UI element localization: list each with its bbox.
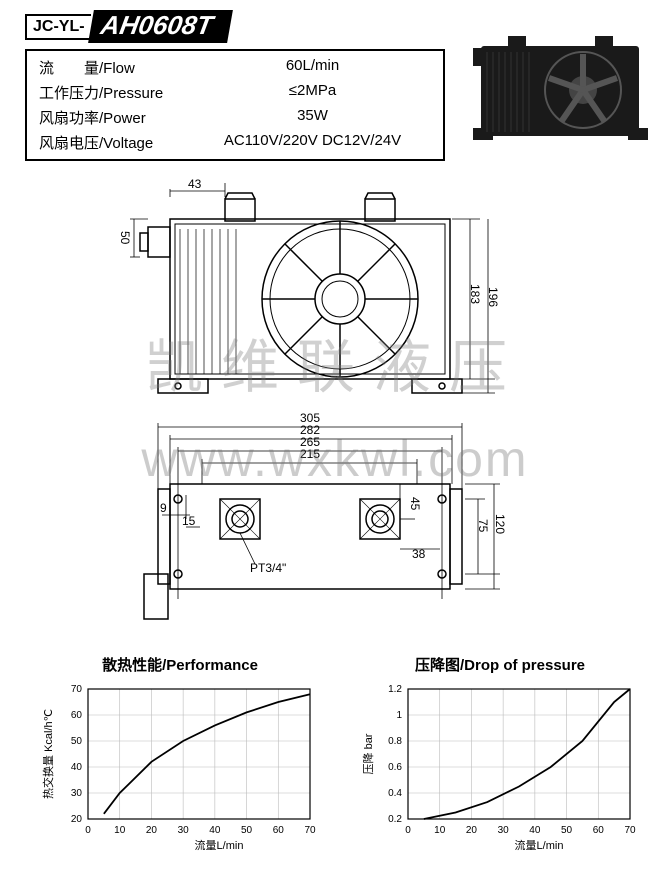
svg-text:0: 0: [85, 825, 91, 836]
spec-label-cn: 工作压力: [39, 85, 99, 102]
spec-label-en: /Flow: [99, 60, 135, 77]
svg-text:10: 10: [114, 825, 126, 836]
dim-15: 15: [182, 514, 195, 528]
spec-row: 流 量/Flow 60L/min: [27, 55, 443, 80]
dim-45: 45: [408, 497, 422, 510]
spec-value: 35W: [194, 107, 431, 128]
svg-text:70: 70: [71, 684, 83, 695]
pressure-drop-chart: 压降图/Drop of pressure 0 10 20 30 40 50 60 70 0.2 0…: [360, 654, 640, 851]
svg-text:1: 1: [396, 710, 402, 721]
svg-text:10: 10: [434, 825, 446, 836]
dim-50: 50: [118, 231, 132, 244]
svg-text:1.2: 1.2: [388, 684, 402, 695]
svg-text:50: 50: [71, 736, 83, 747]
spec-value: ≤2MPa: [194, 82, 431, 103]
svg-text:20: 20: [71, 814, 83, 825]
svg-text:热交换量 Kcal/h℃: 热交换量 Kcal/h℃: [41, 709, 55, 799]
svg-text:40: 40: [209, 825, 221, 836]
svg-text:30: 30: [498, 825, 510, 836]
spec-label-en: /Power: [99, 110, 146, 127]
dim-75: 75: [476, 519, 490, 532]
model-main: AH0608T: [88, 10, 233, 43]
svg-text:70: 70: [304, 825, 316, 836]
svg-text:0: 0: [405, 825, 411, 836]
svg-text:压降 bar: 压降 bar: [361, 733, 375, 774]
performance-chart: 散热性能/Performance 0 10 20 30 40 50 60 70 20 30 40 50…: [40, 654, 320, 851]
chart-title: 散热性能/Performance: [40, 654, 320, 675]
svg-text:50: 50: [241, 825, 253, 836]
spec-value: 60L/min: [194, 57, 431, 78]
svg-text:流量L/min: 流量L/min: [195, 838, 244, 851]
svg-text:60: 60: [273, 825, 285, 836]
spec-row: 工作压力/Pressure ≤2MPa: [27, 80, 443, 105]
dim-9: 9: [160, 501, 167, 515]
svg-text:0.6: 0.6: [388, 762, 402, 773]
svg-text:0.4: 0.4: [388, 788, 402, 799]
spec-row: 风扇电压/Voltage AC110V/220V DC12V/24V: [27, 130, 443, 155]
port-label: PT3/4": [250, 561, 286, 575]
spec-label-cn: 风扇电压: [39, 135, 99, 152]
svg-text:30: 30: [71, 788, 83, 799]
dim-120: 120: [493, 514, 507, 534]
product-photo: [473, 28, 648, 146]
spec-label-cn: 流 量: [39, 60, 99, 77]
spec-value: AC110V/220V DC12V/24V: [194, 132, 431, 153]
svg-text:60: 60: [593, 825, 605, 836]
dim-183: 183: [468, 284, 482, 304]
technical-drawings: 43 50 183 196: [0, 169, 670, 639]
dim-38: 38: [412, 547, 425, 561]
dim-43: 43: [188, 177, 201, 191]
svg-text:60: 60: [71, 710, 83, 721]
svg-text:0.2: 0.2: [388, 814, 402, 825]
dim-196: 196: [486, 287, 500, 307]
svg-text:40: 40: [71, 762, 83, 773]
dim-215: 215: [300, 447, 320, 461]
spec-label-en: /Pressure: [99, 85, 163, 102]
svg-text:50: 50: [561, 825, 573, 836]
svg-text:40: 40: [529, 825, 541, 836]
chart-title: 压降图/Drop of pressure: [360, 654, 640, 675]
svg-text:30: 30: [178, 825, 190, 836]
svg-text:20: 20: [146, 825, 158, 836]
model-prefix: JC-YL-: [25, 14, 91, 40]
svg-text:20: 20: [466, 825, 478, 836]
spec-table: 流 量/Flow 60L/min 工作压力/Pressure ≤2MPa 风扇功…: [25, 49, 445, 161]
spec-row: 风扇功率/Power 35W: [27, 105, 443, 130]
spec-label-cn: 风扇功率: [39, 110, 99, 127]
svg-text:0.8: 0.8: [388, 736, 402, 747]
svg-text:70: 70: [624, 825, 636, 836]
svg-text:流量L/min: 流量L/min: [515, 838, 564, 851]
spec-label-en: /Voltage: [99, 135, 153, 152]
